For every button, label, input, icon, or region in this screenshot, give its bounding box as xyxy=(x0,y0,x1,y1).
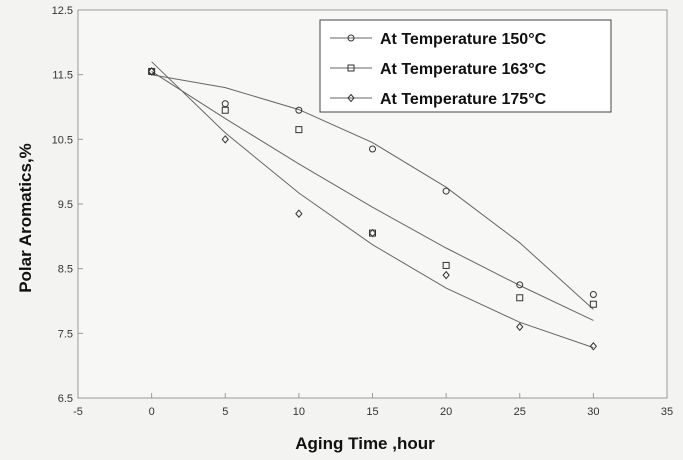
y-tick-label: 7.5 xyxy=(58,328,73,340)
trend-line-square xyxy=(151,70,594,321)
y-axis-ticks: 6.5 7.5 8.5 9.5 10.5 11.5 12.5 xyxy=(52,5,83,405)
data-point-diamond xyxy=(221,135,229,144)
y-tick-label: 11.5 xyxy=(52,70,73,82)
legend-label: At Temperature 163°C xyxy=(380,61,547,78)
y-tick-label: 9.5 xyxy=(58,199,73,211)
legend-box xyxy=(319,19,612,113)
legend-label: At Temperature 175°C xyxy=(380,91,547,108)
data-point-square xyxy=(516,294,524,302)
data-point-circle xyxy=(516,281,524,289)
data-points xyxy=(147,67,598,351)
x-tick-label: 30 xyxy=(587,406,599,418)
x-axis-title: Aging Time ,hour xyxy=(295,434,435,453)
x-tick-label: 5 xyxy=(222,406,228,418)
data-point-circle xyxy=(589,291,597,299)
trend-line-diamond xyxy=(151,61,594,349)
legend: At Temperature 150°C At Temperature 163°C… xyxy=(319,19,612,113)
y-axis-title: Polar Aromatics,% xyxy=(16,143,35,293)
data-point-circle xyxy=(295,106,303,114)
trend-line-circle xyxy=(151,74,594,310)
y-tick-label: 12.5 xyxy=(52,5,73,17)
data-point-square xyxy=(221,106,229,114)
x-tick-label: 0 xyxy=(149,406,155,418)
trend-lines xyxy=(151,61,594,349)
data-point-diamond xyxy=(442,270,450,280)
data-point-square xyxy=(589,300,597,308)
x-axis-ticks: -5 0 5 10 15 20 25 30 35 xyxy=(73,393,673,418)
data-point-circle xyxy=(369,145,376,153)
x-tick-label: 20 xyxy=(440,406,452,418)
y-tick-label: 8.5 xyxy=(58,264,73,276)
y-tick-label: 6.5 xyxy=(58,393,73,405)
x-tick-label: 15 xyxy=(366,406,378,418)
x-tick-label: 25 xyxy=(514,406,526,418)
data-point-diamond xyxy=(147,67,156,76)
legend-marker-square xyxy=(347,64,355,72)
data-point-circle xyxy=(442,187,450,195)
data-point-diamond xyxy=(295,209,303,218)
data-point-diamond xyxy=(368,228,377,238)
x-tick-label: 35 xyxy=(661,406,673,418)
legend-marker-circle xyxy=(347,34,355,42)
x-tick-label: -5 xyxy=(73,406,83,418)
data-point-diamond xyxy=(589,341,598,351)
x-tick-label: 10 xyxy=(293,406,305,418)
legend-label: At Temperature 150°C xyxy=(380,31,547,48)
legend-marker-diamond xyxy=(347,93,355,103)
data-point-square xyxy=(442,261,450,269)
data-point-square xyxy=(295,126,303,134)
data-point-diamond xyxy=(516,322,524,332)
y-tick-label: 10.5 xyxy=(52,134,73,146)
